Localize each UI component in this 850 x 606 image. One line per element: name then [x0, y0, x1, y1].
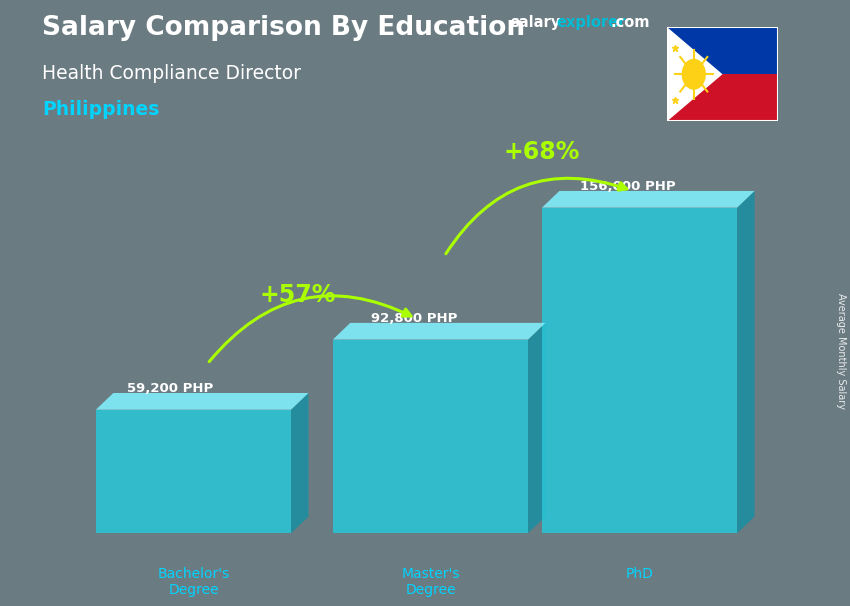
Text: Average Monthly Salary: Average Monthly Salary	[836, 293, 846, 410]
Polygon shape	[96, 393, 309, 410]
Polygon shape	[333, 323, 546, 339]
Text: salary: salary	[510, 15, 560, 30]
FancyArrowPatch shape	[209, 296, 411, 362]
Polygon shape	[667, 27, 722, 121]
Text: Salary Comparison By Education: Salary Comparison By Education	[42, 15, 525, 41]
Polygon shape	[96, 410, 291, 533]
Text: +68%: +68%	[504, 140, 581, 164]
Polygon shape	[737, 191, 755, 533]
Polygon shape	[333, 339, 528, 533]
Text: Master's
Degree: Master's Degree	[401, 567, 460, 597]
Text: .com: .com	[610, 15, 649, 30]
Polygon shape	[542, 208, 737, 533]
Text: Health Compliance Director: Health Compliance Director	[42, 64, 302, 82]
Text: 156,000 PHP: 156,000 PHP	[581, 180, 676, 193]
Polygon shape	[528, 323, 546, 533]
Text: Bachelor's
Degree: Bachelor's Degree	[157, 567, 230, 597]
Text: 92,800 PHP: 92,800 PHP	[371, 312, 457, 325]
Text: PhD: PhD	[626, 567, 654, 581]
Polygon shape	[542, 191, 755, 208]
Bar	[667, 75, 778, 121]
Polygon shape	[291, 393, 309, 533]
Text: explorer: explorer	[557, 15, 626, 30]
Circle shape	[682, 59, 706, 90]
Text: +57%: +57%	[260, 283, 337, 307]
Bar	[667, 27, 778, 75]
Text: 59,200 PHP: 59,200 PHP	[128, 382, 213, 395]
FancyArrowPatch shape	[446, 178, 626, 254]
Text: Philippines: Philippines	[42, 100, 160, 119]
